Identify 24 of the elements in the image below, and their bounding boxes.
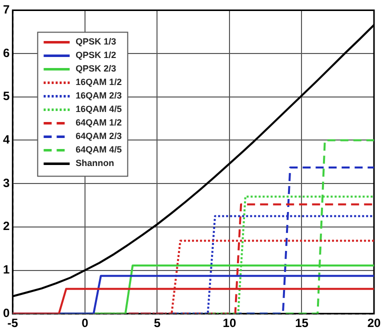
legend-label: 16QAM 1/2	[76, 77, 122, 88]
y-tick-label: 7	[2, 2, 10, 17]
legend-label: QPSK 1/3	[76, 36, 116, 47]
legend-label: 64QAM 4/5	[76, 144, 122, 155]
x-tick-label: 20	[367, 316, 381, 330]
y-tick-label: 0	[2, 306, 10, 320]
y-tick-label: 2	[2, 219, 10, 234]
x-tick-label: 5	[154, 316, 161, 330]
y-tick-label: 4	[2, 132, 10, 147]
y-tick-label: 6	[2, 46, 10, 60]
x-tick-label: 0	[82, 316, 89, 330]
y-tick-label: 1	[2, 262, 10, 277]
legend-label: QPSK 2/3	[76, 64, 116, 74]
y-tick-label: 5	[2, 89, 10, 104]
x-tick-label: -5	[7, 316, 18, 330]
x-tick-label: 10	[222, 316, 236, 330]
legend-label: 64QAM 1/2	[76, 118, 122, 128]
legend-label: 64QAM 2/3	[76, 131, 122, 142]
legend-label: Shannon	[76, 158, 114, 168]
legend-label: 16QAM 2/3	[76, 90, 122, 101]
y-tick-label: 3	[2, 176, 10, 190]
legend-label: 16QAM 4/5	[76, 104, 122, 114]
x-tick-label: 15	[295, 316, 309, 330]
legend-label: QPSK 1/2	[76, 50, 116, 60]
